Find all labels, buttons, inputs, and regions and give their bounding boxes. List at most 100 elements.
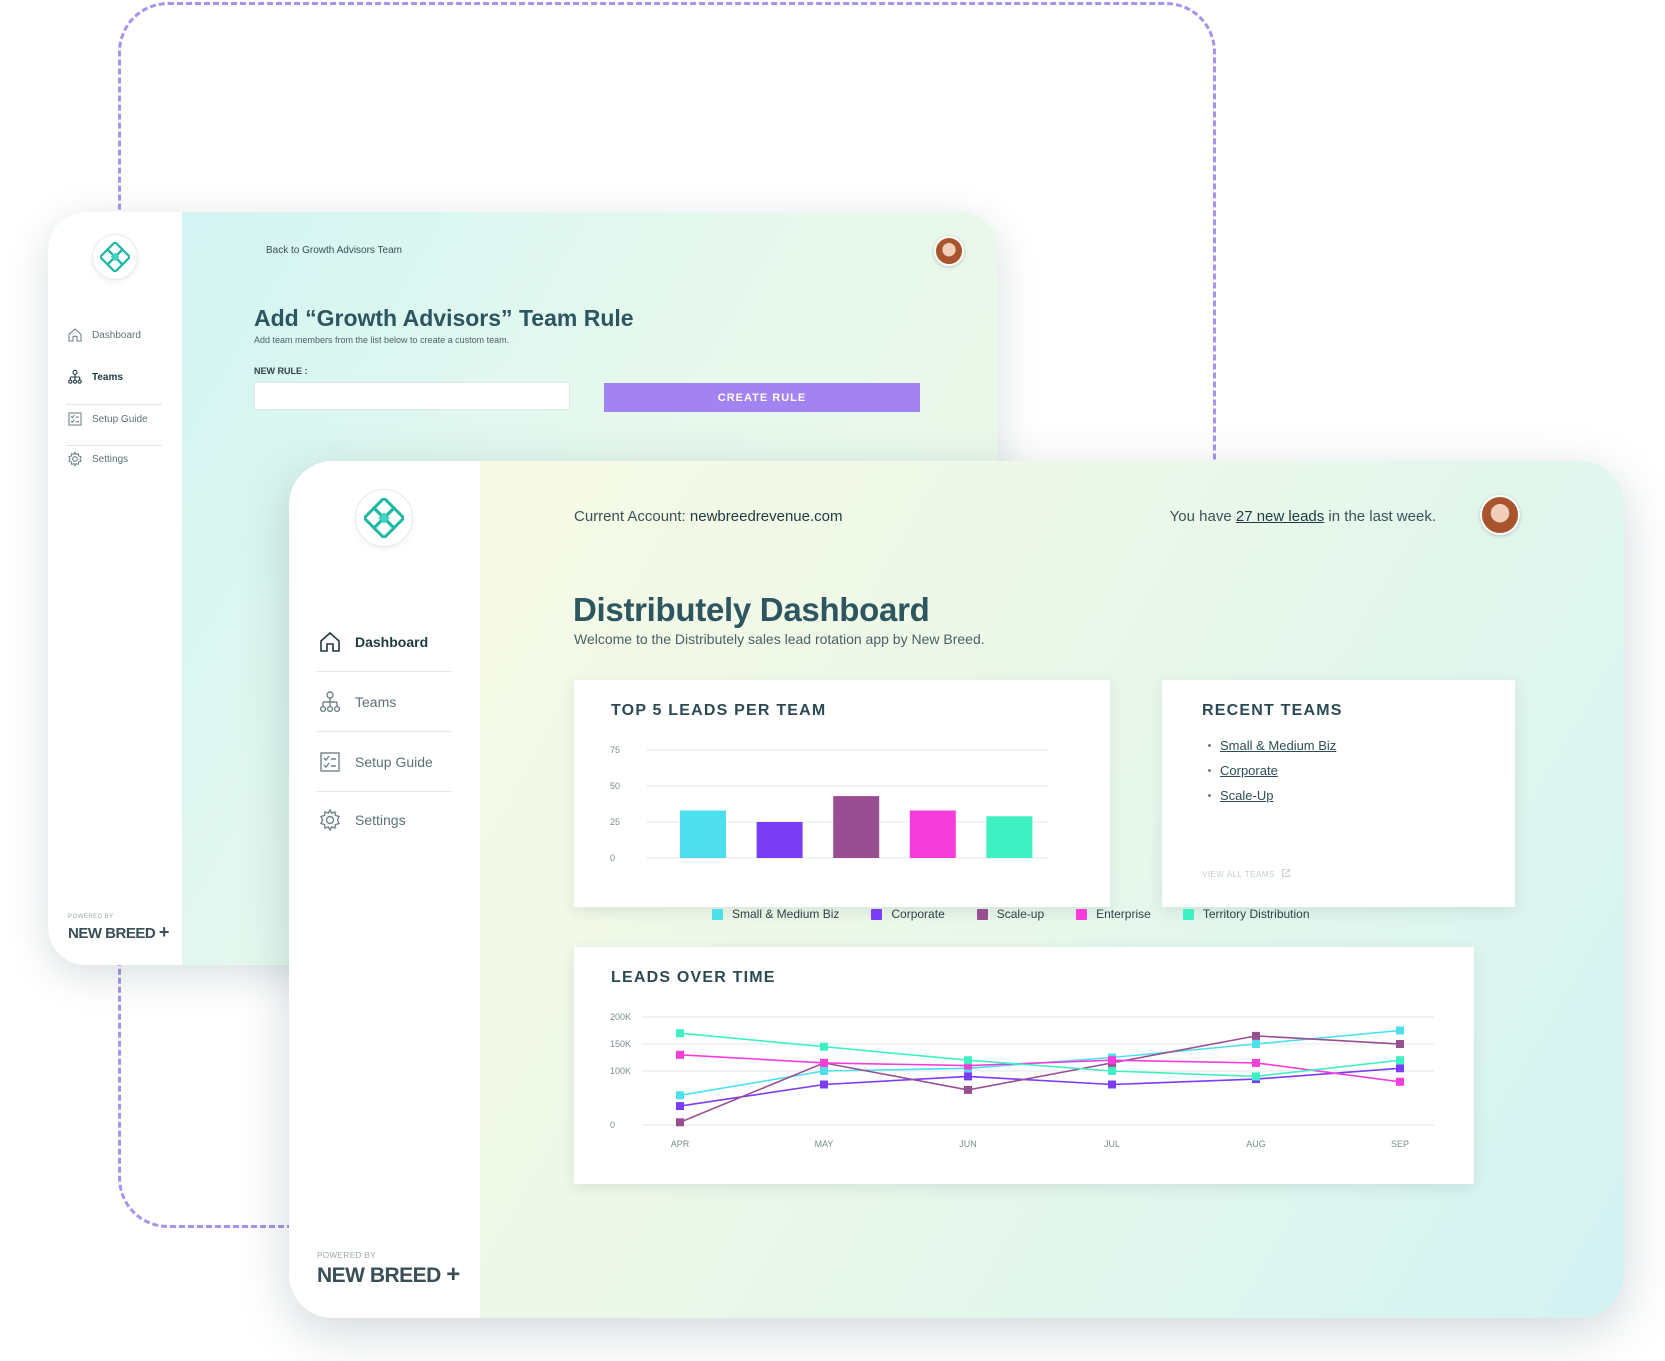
home-icon [317, 629, 343, 655]
plus-icon: + [446, 1261, 460, 1288]
legend-swatch [1182, 908, 1194, 920]
user-avatar[interactable] [1480, 495, 1520, 535]
x-tick-label: JUL [1104, 1139, 1120, 1149]
bullet-icon [1208, 744, 1211, 747]
data-point [676, 1118, 684, 1127]
nav-item-label: Settings [355, 812, 406, 828]
line-chart: 0 100K 150K 200K APR MAY JUN JUL AUG SEP [610, 1012, 1434, 1149]
data-point [1396, 1056, 1404, 1065]
data-point [676, 1029, 684, 1038]
legend-item: Corporate [871, 907, 945, 921]
x-tick-label: MAY [815, 1139, 834, 1149]
external-link-icon [1281, 868, 1291, 880]
back-link[interactable]: Back to Growth Advisors Team [266, 245, 402, 256]
bar-chart: 0 25 50 75 [610, 745, 1049, 863]
data-point [1108, 1080, 1116, 1089]
data-point [820, 1080, 828, 1089]
x-tick-label: APR [671, 1139, 690, 1149]
nav-item-settings[interactable]: Settings [317, 807, 406, 833]
nav-item-label: Setup Guide [355, 754, 433, 770]
data-point [676, 1102, 684, 1111]
new-rule-input[interactable] [254, 382, 570, 410]
brand-logo: NEW BREED + [68, 922, 169, 943]
powered-by-label: POWERED BY [68, 914, 114, 920]
sidebar: Dashboard Teams Setup Guide Settings POW… [289, 461, 480, 1318]
data-point [964, 1072, 972, 1081]
app-logo[interactable] [92, 234, 138, 280]
leads-prefix: You have [1169, 508, 1236, 525]
create-rule-button[interactable]: CREATE RULE [604, 383, 920, 412]
legend-swatch [712, 908, 723, 920]
nav-item-label: Setup Guide [92, 413, 148, 425]
x-tick-label: SEP [1391, 1139, 1409, 1149]
list-item: Scale-Up [1208, 788, 1336, 803]
nav-item-teams[interactable]: Teams [66, 368, 123, 386]
recent-teams-list: Small & Medium Biz Corporate Scale-Up [1208, 738, 1336, 813]
list-item: Small & Medium Biz [1208, 738, 1336, 753]
current-account: Current Account: newbreedrevenue.com [574, 508, 843, 525]
data-point [1252, 1058, 1260, 1067]
team-link[interactable]: Corporate [1220, 763, 1278, 778]
user-avatar[interactable] [934, 236, 964, 266]
app-logo[interactable] [355, 489, 413, 547]
data-point [1108, 1067, 1116, 1075]
nav-item-setup-guide[interactable]: Setup Guide [317, 749, 433, 775]
data-point [964, 1061, 972, 1070]
bar [756, 822, 803, 858]
team-link[interactable]: Small & Medium Biz [1220, 738, 1337, 753]
legend-label: Scale-up [996, 907, 1045, 921]
account-domain: newbreedrevenue.com [689, 508, 843, 525]
bar [986, 816, 1033, 858]
nav-item-label: Dashboard [355, 634, 429, 650]
legend-swatch [1076, 908, 1088, 920]
gear-icon [66, 450, 84, 468]
checklist-icon [66, 410, 84, 428]
nav-divider [317, 731, 451, 732]
view-all-teams-link[interactable]: VIEW ALL TEAMS [1202, 868, 1291, 880]
distributely-logo-icon [364, 498, 404, 538]
powered-by-label: POWERED BY [317, 1251, 377, 1260]
nav-divider [317, 671, 451, 672]
data-point [1396, 1026, 1404, 1035]
nav-item-dashboard[interactable]: Dashboard [66, 326, 141, 344]
legend-item: Small & Medium Biz [712, 907, 839, 921]
card-title: LEADS OVER TIME [611, 969, 776, 986]
y-tick-label: 50 [610, 781, 620, 791]
brand-name: NEW BREED [317, 1264, 441, 1287]
teams-icon [317, 689, 343, 715]
new-leads-link[interactable]: 27 new leads [1235, 508, 1325, 525]
checklist-icon [317, 749, 343, 775]
nav-item-label: Teams [355, 694, 397, 710]
plus-icon: + [158, 922, 170, 942]
nav-item-settings[interactable]: Settings [66, 450, 128, 468]
card-title: TOP 5 LEADS PER TEAM [611, 702, 827, 719]
nav-item-dashboard[interactable]: Dashboard [317, 629, 428, 655]
team-link[interactable]: Scale-Up [1220, 788, 1274, 803]
bar [680, 810, 726, 858]
nav-item-label: Settings [92, 453, 129, 465]
nav-item-teams[interactable]: Teams [317, 689, 396, 715]
data-point [1108, 1056, 1116, 1065]
y-tick-label: 75 [610, 745, 620, 755]
data-point [820, 1058, 828, 1067]
y-tick-label: 0 [610, 1120, 615, 1130]
bar [833, 796, 880, 858]
y-tick-label: 150K [610, 1039, 631, 1049]
distributely-logo-icon [100, 242, 130, 272]
bullet-icon [1208, 794, 1211, 797]
main-content: Current Account: newbreedrevenue.com You… [480, 461, 1624, 1318]
legend-swatch [976, 908, 988, 920]
data-point [820, 1067, 828, 1075]
nav-item-setup-guide[interactable]: Setup Guide [66, 410, 148, 428]
gear-icon [317, 807, 343, 833]
nav-divider [317, 791, 451, 792]
chart-legend: Small & Medium Biz Corporate Scale-up En… [712, 907, 1310, 921]
nav-divider [66, 445, 162, 446]
bullet-icon [1208, 769, 1211, 772]
nav-item-label: Dashboard [92, 329, 141, 341]
view-all-label: VIEW ALL TEAMS [1202, 869, 1275, 879]
series-line [679, 1032, 1401, 1078]
dashboard-window: Dashboard Teams Setup Guide Settings POW… [289, 461, 1624, 1318]
data-point [1252, 1040, 1260, 1048]
x-tick-label: AUG [1246, 1139, 1266, 1149]
